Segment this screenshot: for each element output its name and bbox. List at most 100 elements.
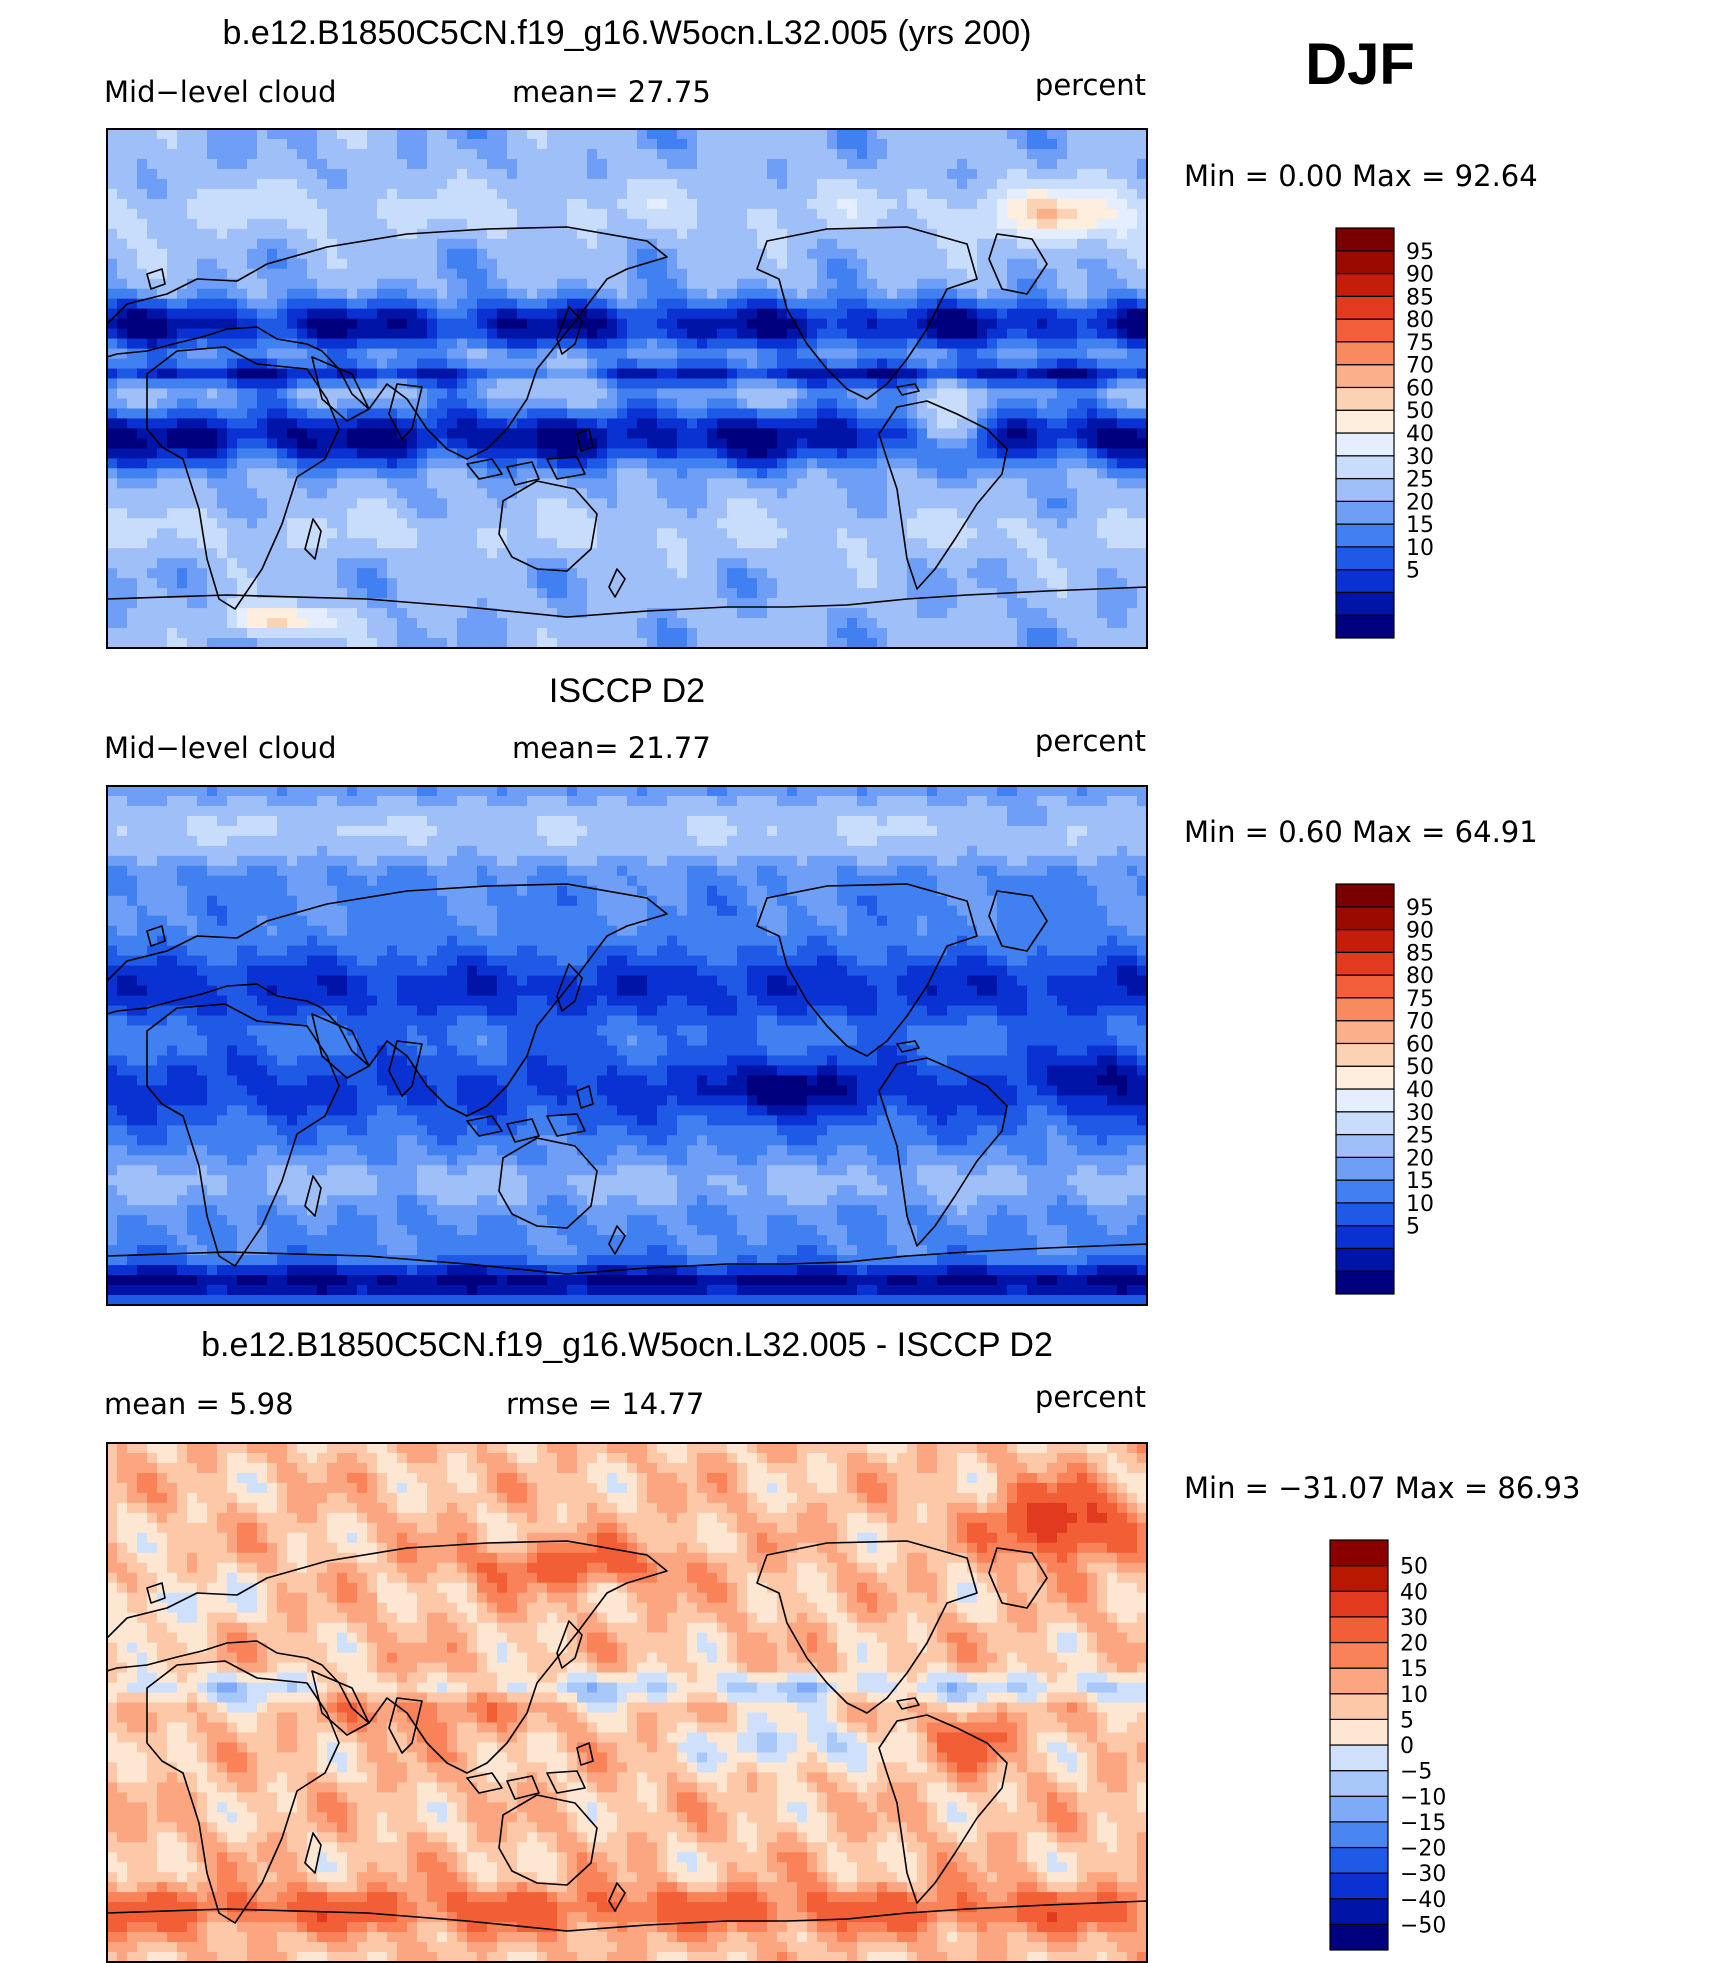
map-cell [337,428,348,439]
map-cell [167,148,178,160]
map-cell [547,338,558,350]
map-cell [147,408,158,420]
map-cell [427,378,438,390]
map-cell [727,498,738,509]
map-cell [657,228,668,240]
map-cell [987,138,998,150]
map-cell [567,508,578,519]
map-cell [187,598,198,609]
map-cell [187,278,198,290]
map-cell [267,198,278,210]
map-cell [727,388,738,400]
map-cell [347,129,358,140]
map-cell [497,258,508,270]
map-cell [437,598,448,609]
map-cell [447,358,458,370]
map-cell [387,248,398,260]
map-cell [927,588,938,599]
map-cell [1137,538,1147,549]
map-cell [987,558,998,569]
map-cell [1087,328,1098,340]
map-cell [537,588,548,599]
map-cell [777,278,788,290]
map-cell [1137,268,1147,280]
map-cell [977,448,988,459]
map-cell [657,498,668,509]
map-cell [407,538,418,549]
map-cell [457,438,468,449]
map-cell [997,428,1008,439]
map-cell [627,488,638,499]
map-cell [987,578,998,589]
map-cell [327,548,338,559]
map-cell [827,248,838,260]
map-cell [197,588,208,599]
map-cell [1037,368,1048,380]
map-cell [197,218,208,230]
map-cell [597,498,608,509]
map-cell [887,348,898,360]
map-cell [997,158,1008,170]
map-cell [187,238,198,250]
map-cell [657,258,668,270]
map-cell [397,178,408,190]
map-cell [477,338,488,350]
map-cell [717,228,728,240]
map-cell [287,208,298,220]
map-cell [617,168,628,180]
map-cell [867,408,878,420]
map-cell [1087,358,1098,370]
map-cell [937,258,948,270]
map-cell [687,388,698,400]
panel-1-variable-label: Mid−level cloud [104,75,337,109]
map-cell [777,428,788,439]
map-cell [1017,248,1028,260]
map-cell [1047,558,1058,569]
map-cell [727,129,738,140]
map-cell [817,508,828,519]
map-cell [877,558,888,569]
map-cell [927,598,938,609]
map-cell [937,558,948,569]
map-cell [397,318,408,330]
map-cell [417,158,428,170]
map-cell [377,478,388,489]
map-cell [1077,278,1088,290]
map-cell [267,258,278,270]
map-cell [827,218,838,230]
map-cell [1007,458,1018,469]
map-cell [1037,518,1048,529]
map-cell [267,508,278,519]
map-cell [237,278,248,290]
map-cell [257,458,268,469]
map-cell [627,268,638,280]
map-cell [787,228,798,240]
map-cell [1117,518,1128,529]
map-cell [937,138,948,150]
map-cell [997,268,1008,280]
map-cell [1077,268,1088,280]
map-cell [447,468,458,479]
map-cell [1127,398,1138,410]
map-cell [627,208,638,220]
map-cell [607,158,618,170]
map-cell [167,318,178,330]
map-cell [1127,328,1138,340]
map-cell [407,558,418,569]
map-cell [597,298,608,310]
map-cell [667,348,678,360]
map-cell [327,278,338,290]
map-cell [497,518,508,529]
map-cell [997,148,1008,160]
map-cell [187,528,198,539]
map-cell [657,308,668,320]
map-cell [817,518,828,529]
map-cell [427,588,438,599]
map-cell [617,348,628,360]
map-cell [1117,238,1128,250]
map-cell [1087,468,1098,479]
map-cell [267,348,278,360]
map-cell [717,368,728,380]
map-cell [817,148,828,160]
map-cell [1007,168,1018,180]
